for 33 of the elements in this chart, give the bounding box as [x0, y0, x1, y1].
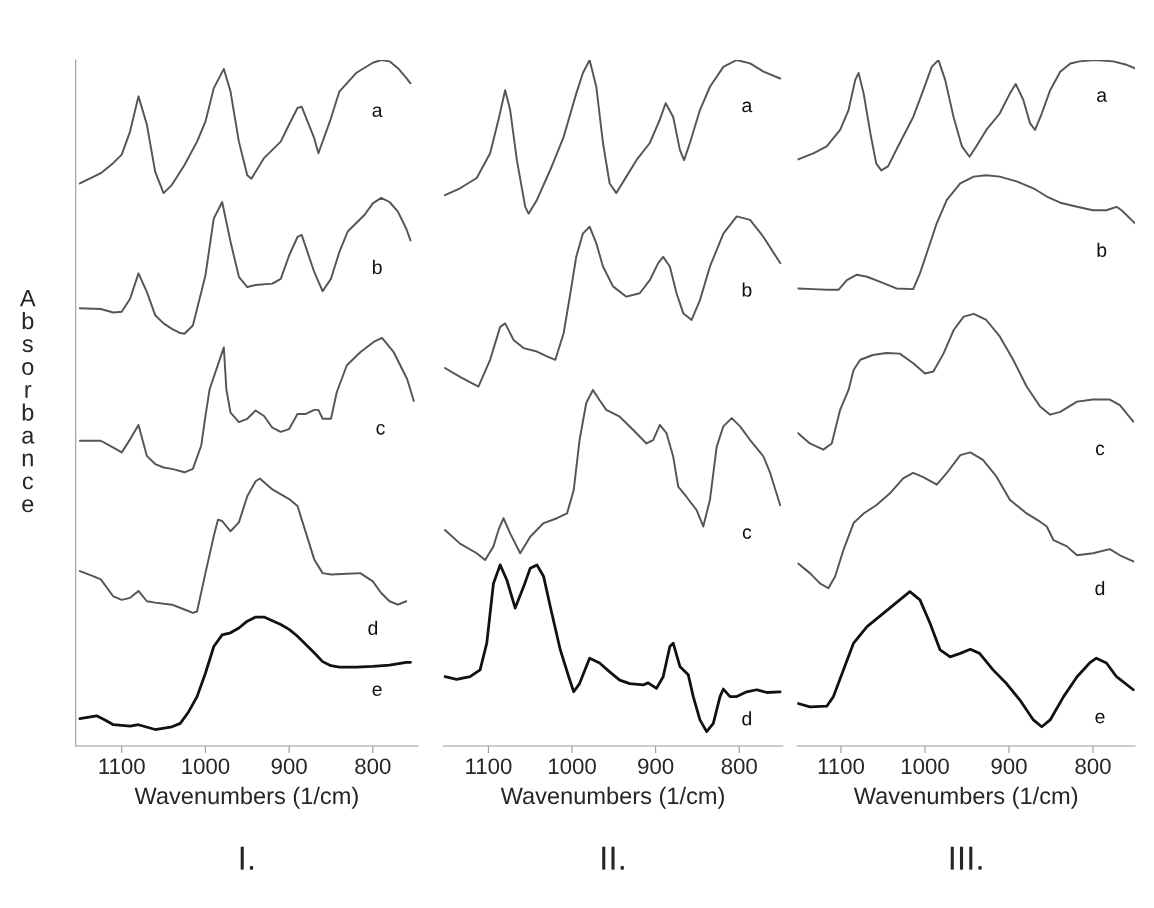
text: I. — [240, 846, 254, 870]
series-label: d — [1095, 580, 1105, 596]
text: II. — [602, 846, 624, 870]
series-label: a — [742, 101, 753, 113]
x-tick-label: 1100 — [99, 758, 145, 775]
x-tick-label: 900 — [638, 758, 674, 775]
series-label: c — [1095, 444, 1105, 456]
x-tick-label: 1100 — [466, 758, 512, 775]
series-label: d — [368, 620, 378, 635]
x-tick-label: 1000 — [549, 758, 596, 775]
series-label: d — [742, 711, 752, 726]
x-axis-title: Wavenumbers (1/cm) — [500, 786, 724, 809]
x-tick-label: 800 — [721, 758, 757, 775]
x-tick-label: 900 — [991, 758, 1027, 775]
x-tick-label: 1000 — [901, 758, 949, 775]
series-label: c — [742, 528, 752, 539]
series-label: b — [372, 259, 382, 275]
x-tick-label: 1000 — [182, 758, 230, 775]
x-axis-title: Wavenumbers (1/cm) — [134, 786, 358, 809]
series-label: e — [372, 685, 382, 697]
series-label: b — [1097, 242, 1107, 257]
x-axis-title: Wavenumbers (1/cm) — [853, 786, 1078, 809]
series-label: b — [742, 282, 752, 297]
series-label: a — [372, 106, 383, 118]
series-label: a — [1097, 91, 1108, 102]
series-label: e — [1095, 712, 1105, 724]
x-tick-label: 900 — [271, 758, 307, 775]
series-label: c — [376, 424, 385, 435]
x-tick-label: 800 — [355, 758, 391, 775]
text: Absorbance — [19, 289, 36, 513]
x-tick-label: 1100 — [818, 758, 865, 775]
x-tick-label: 800 — [1075, 758, 1111, 775]
text: III. — [950, 846, 982, 870]
